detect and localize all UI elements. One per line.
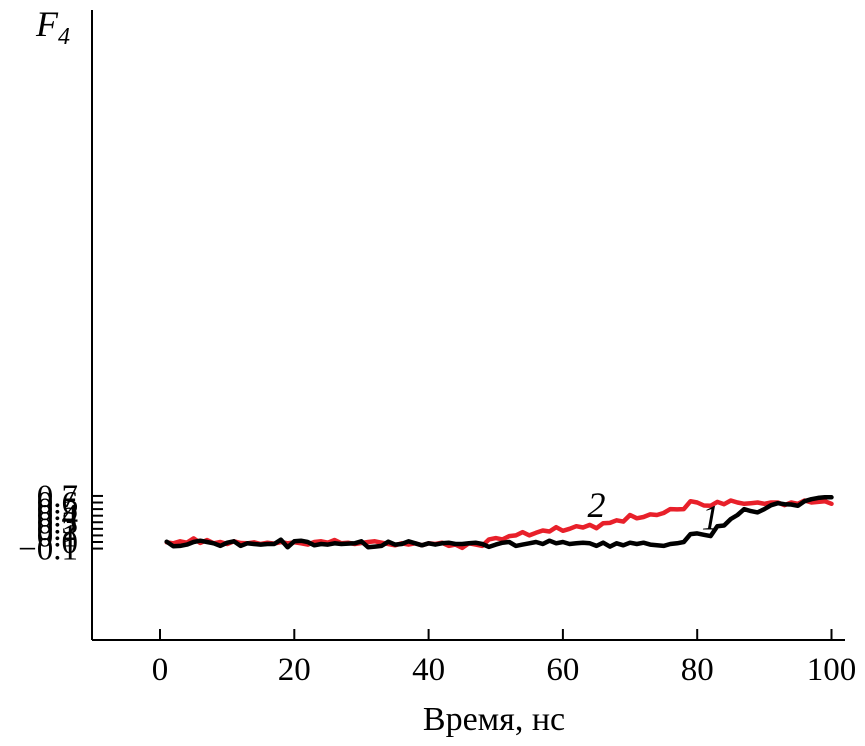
y-axis-label-subscript: 4 bbox=[58, 24, 70, 50]
axes: 0.70.60.50.40.30.20.10−0.10 20 40 60 80 100 bbox=[18, 10, 856, 688]
x-tick-label: 0 bbox=[152, 652, 169, 688]
y-axis-label-main: F bbox=[35, 4, 59, 44]
y-tick-label: 0.5 bbox=[37, 492, 78, 528]
x-axis-label: Время, нс bbox=[423, 701, 565, 738]
series-label-2: 2 bbox=[587, 485, 605, 525]
series-label-1: 1 bbox=[702, 497, 720, 537]
x-tick-label: 60 bbox=[546, 652, 579, 688]
series-line-1 bbox=[164, 495, 834, 550]
y-tick-label: 0.2 bbox=[37, 512, 78, 548]
y-tick-label: −0.1 bbox=[18, 532, 78, 568]
y-axis-label: F4 bbox=[35, 4, 70, 50]
x-tick-label: 20 bbox=[278, 652, 311, 688]
x-tick-label: 100 bbox=[807, 652, 857, 688]
y-tick-label: 0 bbox=[62, 525, 79, 561]
y-tick-label: 0.4 bbox=[37, 499, 78, 535]
x-tick-label: 40 bbox=[412, 652, 445, 688]
y-tick-label: 0.6 bbox=[37, 486, 78, 522]
y-tick-label: 0.3 bbox=[37, 505, 78, 541]
y-tick-label: 0.7 bbox=[37, 479, 78, 515]
x-tick-label: 80 bbox=[681, 652, 714, 688]
series-line-2 bbox=[164, 498, 834, 551]
y-tick-label: 0.1 bbox=[37, 518, 78, 554]
